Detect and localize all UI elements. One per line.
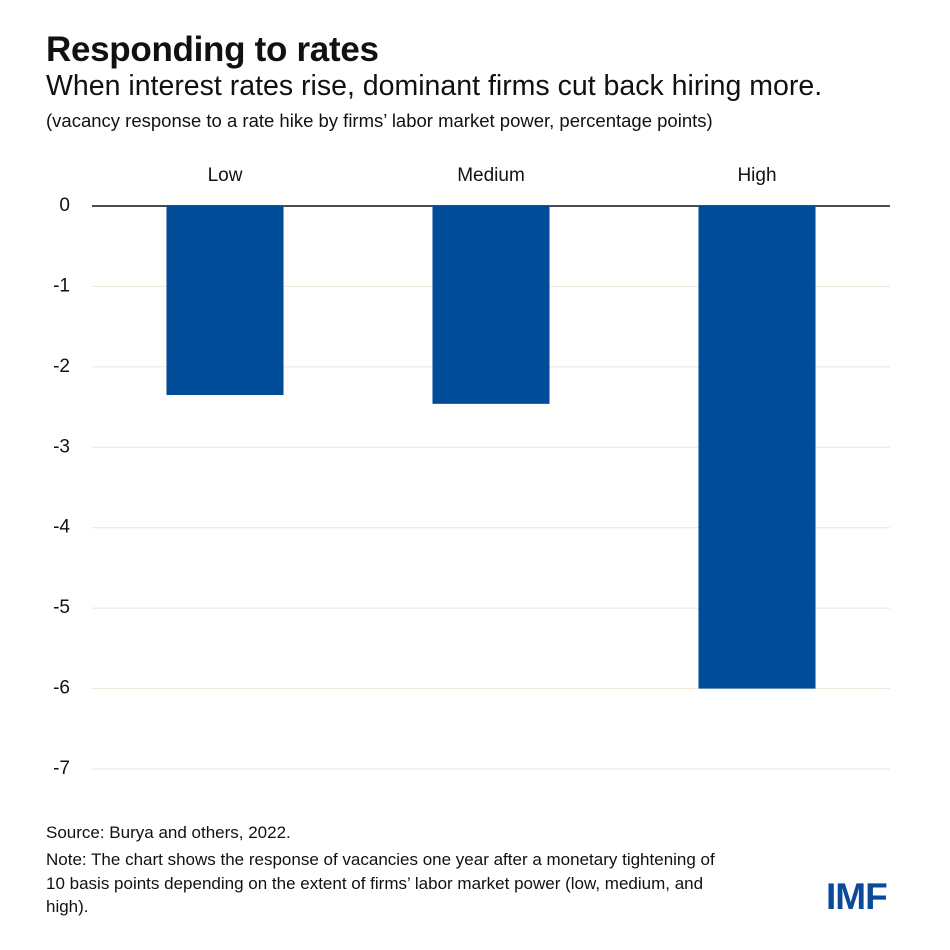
y-tick-label: -3 (53, 436, 70, 457)
y-tick-label: 0 (59, 195, 70, 216)
axis-note: (vacancy response to a rate hike by firm… (46, 110, 713, 131)
source: Source: Burya and others, 2022. (46, 823, 291, 842)
category-label: Medium (457, 165, 525, 186)
y-tick-label: -4 (53, 517, 70, 538)
category-label: Low (208, 165, 243, 186)
y-tick-label: -2 (53, 356, 70, 377)
y-tick-label: -1 (53, 275, 70, 296)
y-tick-label: -7 (53, 758, 70, 779)
logo: IMF (826, 876, 888, 917)
note: Note: The chart shows the response of va… (46, 850, 715, 916)
bar (432, 206, 550, 404)
category-label: High (737, 165, 776, 186)
chart-title: Responding to rates (46, 30, 379, 69)
y-tick-label: -5 (53, 597, 70, 618)
bar (698, 206, 816, 689)
chart-subtitle: When interest rates rise, dominant firms… (46, 70, 823, 102)
y-tick-label: -6 (53, 678, 70, 699)
bar (166, 206, 284, 396)
